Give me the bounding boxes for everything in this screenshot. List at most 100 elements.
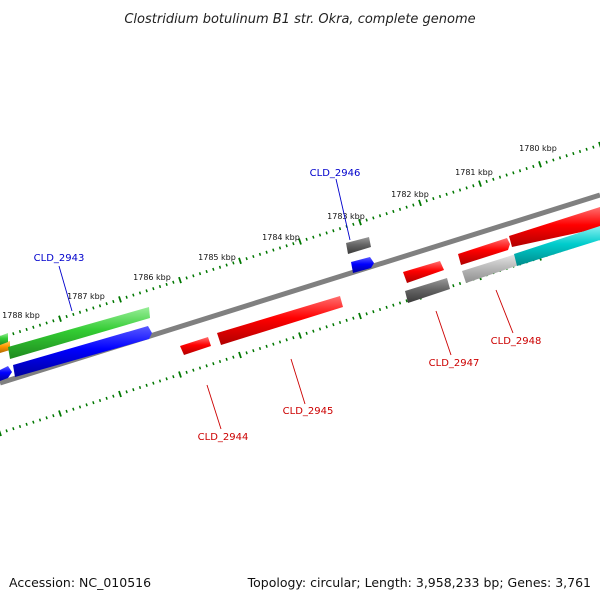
gene-feature-clg-2943[interactable] (8, 307, 150, 359)
label-leaders (58, 178, 514, 430)
minor-tick (412, 203, 415, 207)
minor-tick (112, 299, 115, 304)
leader-clg-2945 (290, 358, 306, 405)
minor-tick (465, 186, 468, 190)
gene-feature-blue-long[interactable] (13, 326, 152, 377)
minor-tick (72, 312, 75, 316)
minor-tick (438, 194, 442, 199)
gene-feature-clg-2944[interactable] (180, 337, 211, 355)
gene-feature-red-top-b[interactable] (509, 207, 600, 247)
minor-tick (45, 321, 48, 325)
minor-tick (252, 254, 255, 259)
minor-tick (272, 342, 275, 346)
kbp-label: 1788 kbp (2, 311, 40, 320)
minor-tick (165, 282, 168, 286)
minor-tick (552, 158, 555, 162)
gene-feature-clg-2946[interactable] (346, 237, 371, 254)
leader-clg-2943 (58, 265, 73, 312)
kbp-label: 1786 kbp (133, 273, 171, 282)
minor-tick (312, 235, 315, 239)
minor-tick (218, 265, 222, 269)
leader-clg-2948 (495, 289, 514, 334)
minor-tick (32, 325, 35, 329)
minor-tick (105, 396, 108, 400)
gene-feature-clg-2947-red[interactable] (403, 261, 444, 283)
major-tick (178, 371, 182, 378)
gene-label-clg-2946[interactable]: CLD_2946 (310, 168, 361, 179)
minor-tick (458, 188, 462, 192)
minor-tick (52, 414, 55, 418)
minor-tick (112, 394, 115, 398)
leader-clg-2947 (435, 310, 452, 356)
leader-clg-2946 (335, 178, 351, 241)
minor-tick (305, 237, 308, 241)
minor-tick (265, 344, 268, 348)
minor-tick (258, 252, 262, 256)
major-tick (598, 141, 600, 148)
minor-tick (92, 401, 95, 405)
minor-tick (305, 331, 308, 335)
minor-tick (72, 407, 75, 411)
minor-tick (352, 222, 355, 226)
minor-tick (25, 327, 28, 332)
gene-feature-red-top-a[interactable] (458, 238, 510, 265)
gene-label-clg-2943[interactable]: CLD_2943 (34, 253, 85, 264)
minor-tick (145, 383, 148, 387)
minor-tick (38, 323, 42, 327)
minor-tick (38, 418, 42, 422)
gene-feature-green-left[interactable] (0, 333, 8, 345)
outer-tick-ruler (0, 141, 600, 342)
minor-tick (138, 385, 142, 390)
minor-tick (18, 424, 22, 429)
major-tick (118, 296, 122, 303)
minor-tick (452, 284, 455, 288)
minor-tick (12, 332, 15, 336)
accession-text: Accession: NC_010516 (9, 575, 152, 590)
minor-tick (285, 338, 288, 342)
gene-feature-cyan[interactable] (514, 226, 600, 266)
gene-label-clg-2944[interactable]: CLD_2944 (198, 432, 249, 443)
major-tick (238, 351, 242, 359)
minor-tick (172, 280, 175, 284)
minor-tick (425, 199, 428, 203)
minor-tick (472, 184, 475, 188)
minor-tick (532, 164, 535, 169)
gene-feature-clg-2945[interactable] (217, 296, 343, 345)
minor-tick (525, 167, 528, 171)
gene-feature-blue-left[interactable] (0, 366, 12, 381)
minor-tick (398, 301, 402, 305)
minor-tick (12, 427, 15, 431)
gene-label-clg-2947[interactable]: CLD_2947 (429, 358, 480, 369)
gene-label-clg-2945[interactable]: CLD_2945 (283, 406, 334, 417)
minor-tick (245, 351, 248, 355)
minor-tick (332, 323, 335, 327)
minor-tick (445, 192, 448, 196)
minor-tick (98, 304, 102, 308)
minor-tick (318, 233, 322, 237)
minor-tick (365, 312, 368, 316)
kbp-labels: 1788 kbp 1787 kbp 1786 kbp 1785 kbp 1784… (2, 144, 557, 320)
minor-tick (198, 272, 202, 276)
minor-tick (125, 295, 128, 299)
minor-tick (65, 409, 68, 413)
minor-tick (352, 316, 355, 320)
minor-tick (292, 242, 295, 246)
gene-label-clg-2948[interactable]: CLD_2948 (491, 336, 542, 347)
kbp-label: 1787 kbp (67, 292, 105, 301)
minor-tick (265, 250, 268, 254)
gene-feature-clg-2947-gray[interactable] (405, 278, 450, 303)
major-tick (238, 257, 242, 265)
minor-tick (518, 169, 522, 173)
minor-tick (45, 416, 48, 420)
minor-tick (432, 197, 435, 201)
minor-tick (385, 305, 388, 309)
minor-tick (225, 357, 228, 361)
minor-tick (18, 329, 22, 334)
gene-feature-blue-small[interactable] (351, 257, 374, 273)
minor-tick (385, 212, 388, 216)
minor-tick (332, 229, 335, 233)
minor-tick (372, 310, 375, 314)
gene-feature-lgray[interactable] (462, 254, 519, 283)
leader-clg-2944 (206, 384, 222, 430)
